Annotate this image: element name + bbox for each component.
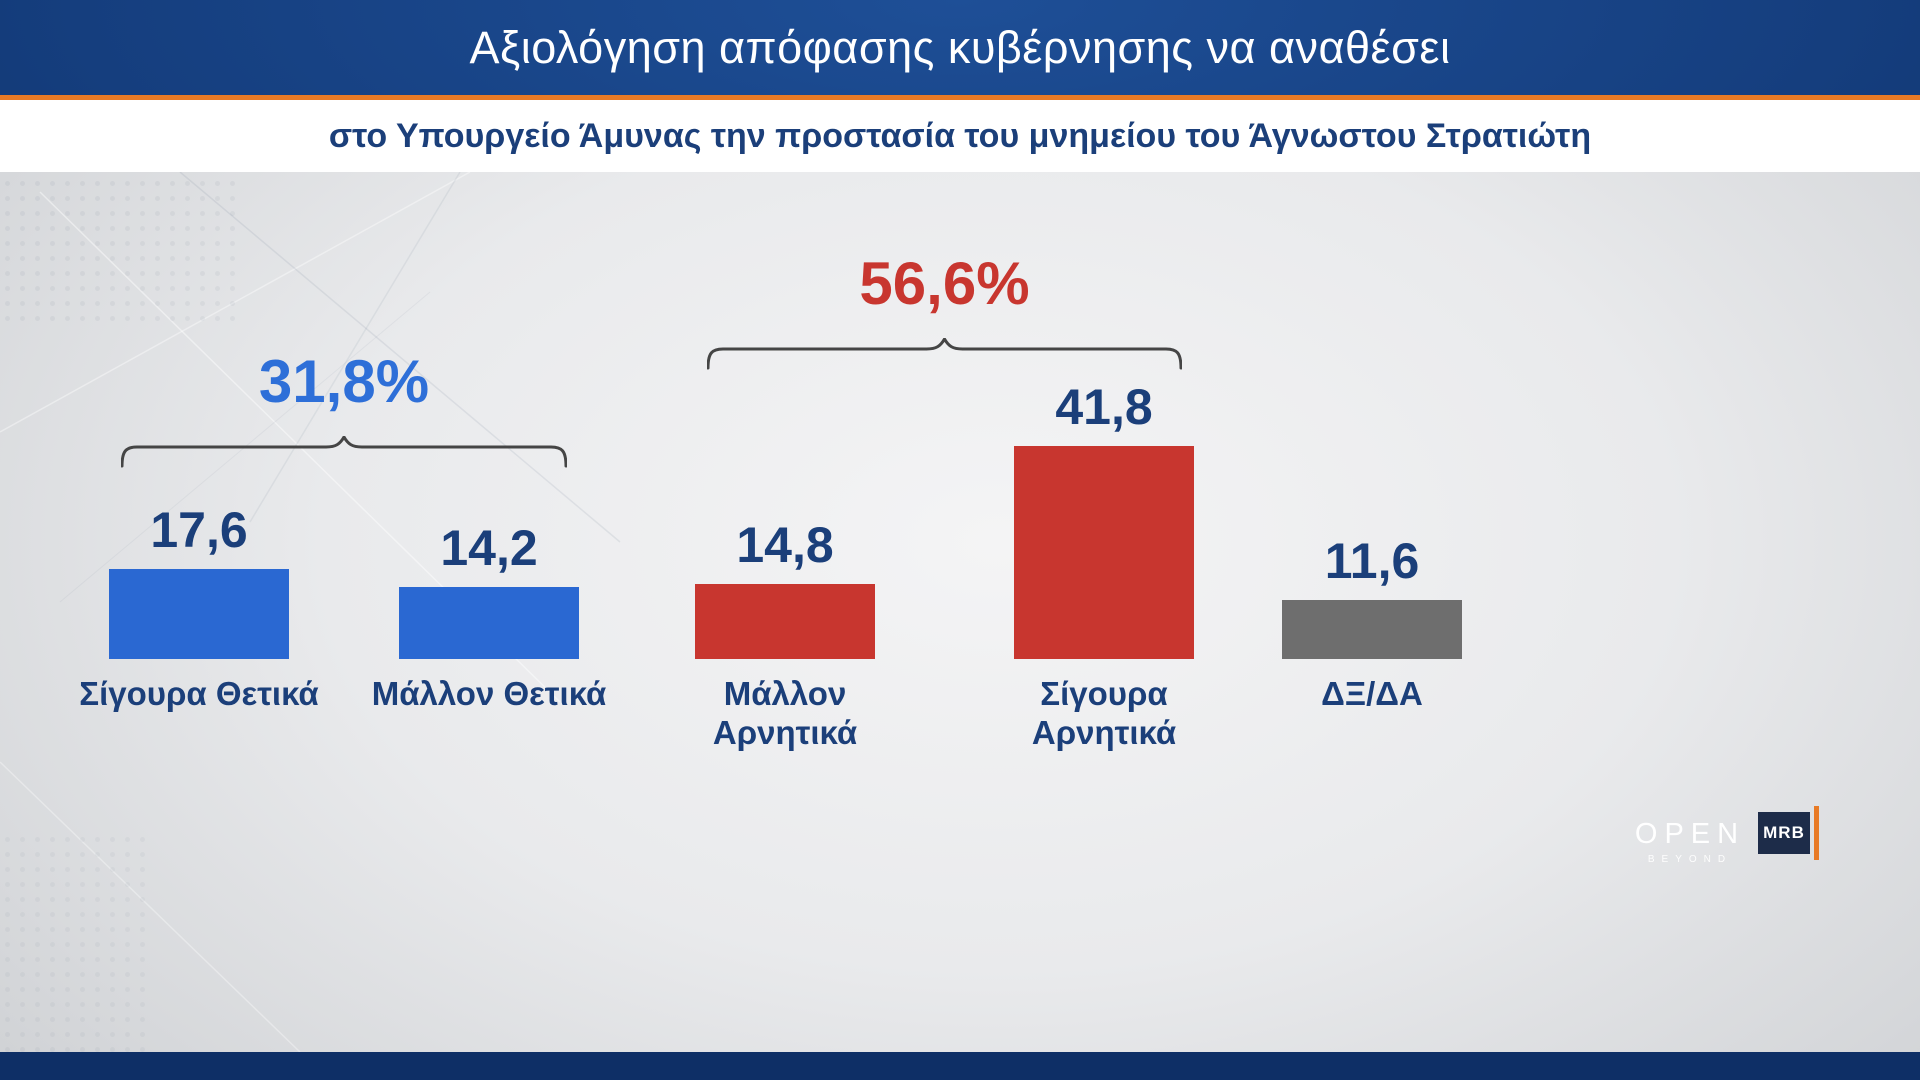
bar-0 — [109, 569, 289, 659]
dot-pattern-bottom-left — [0, 832, 150, 1052]
chart-background — [0, 172, 1920, 1052]
bar-category-label-3: Σίγουρα Αρνητικά — [1031, 675, 1177, 751]
mrb-logo-text: MRB — [1763, 823, 1805, 842]
bar-category-label-4: ΔΞ/ΔΑ — [1321, 675, 1423, 712]
dot-pattern-top-left — [0, 176, 240, 326]
footer-bar — [0, 1052, 1920, 1080]
open-logo-text: OPEN — [1634, 818, 1746, 850]
open-logo: OPEN BEYOND — [1630, 818, 1750, 865]
chart-subtitle: στο Υπουργείο Άμυνας την προστασία του μ… — [328, 116, 1592, 155]
bar-2 — [695, 583, 875, 659]
group-total-label-0: 31,8% — [258, 348, 430, 415]
bar-1 — [399, 586, 579, 659]
mrb-logo-accent — [1814, 806, 1819, 860]
group-brace-0 — [120, 435, 568, 473]
bar-category-label-0: Σίγουρα Θετικά — [79, 675, 319, 712]
bar-value-label-1: 14,2 — [440, 519, 538, 576]
bar-value-label-3: 41,8 — [1055, 378, 1153, 435]
chart-title: Αξιολόγηση απόφασης κυβέρνησης να αναθέσ… — [469, 21, 1451, 73]
group-total-label-1: 56,6% — [859, 250, 1030, 317]
bar-4 — [1282, 599, 1462, 659]
header-bar: Αξιολόγηση απόφασης κυβέρνησης να αναθέσ… — [0, 0, 1920, 100]
subtitle-bar: στο Υπουργείο Άμυνας την προστασία του μ… — [0, 100, 1920, 172]
mrb-logo: MRB — [1758, 812, 1810, 854]
group-brace-1 — [706, 337, 1183, 375]
bar-value-label-0: 17,6 — [150, 502, 248, 559]
bar-category-label-1: Μάλλον Θετικά — [371, 675, 607, 712]
open-logo-tagline: BEYOND — [1647, 854, 1733, 865]
bar-category-label-2: Μάλλον Αρνητικά — [712, 675, 858, 751]
bar-value-label-4: 11,6 — [1324, 532, 1420, 589]
bar-value-label-2: 14,8 — [736, 516, 834, 573]
bar-3 — [1014, 445, 1194, 659]
